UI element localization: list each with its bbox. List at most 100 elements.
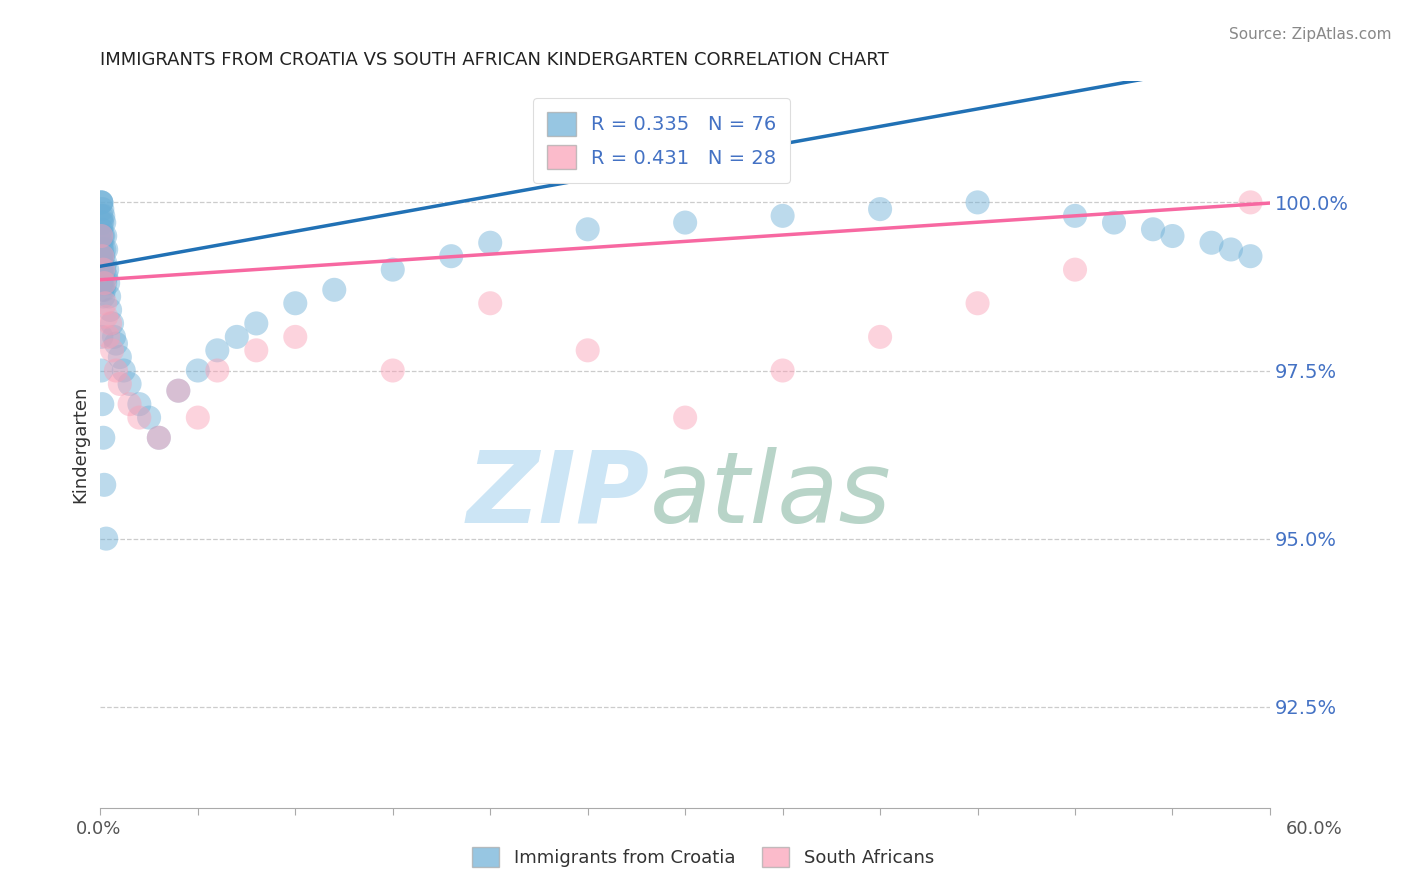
Point [1220, 243, 1243, 257]
Point [98, 317, 121, 331]
Point [118, 376, 141, 391]
Point [104, 363, 127, 377]
Point [94, 296, 117, 310]
Point [128, 410, 150, 425]
Point [90, 235, 112, 250]
Point [90, 216, 112, 230]
Point [94, 229, 117, 244]
Point [91, 269, 114, 284]
Point [966, 195, 988, 210]
Point [772, 209, 794, 223]
Point [245, 343, 267, 358]
Point [207, 363, 229, 377]
Point [167, 384, 190, 398]
Point [93, 216, 115, 230]
Point [91, 249, 114, 263]
Point [167, 384, 190, 398]
Point [966, 296, 988, 310]
Text: 60.0%: 60.0% [1286, 820, 1343, 838]
Text: atlas: atlas [650, 447, 891, 544]
Point [381, 262, 404, 277]
Y-axis label: Kindergarten: Kindergarten [72, 386, 89, 503]
Point [869, 202, 891, 216]
Point [91, 202, 114, 216]
Point [869, 330, 891, 344]
Point [93, 283, 115, 297]
Legend: Immigrants from Croatia, South Africans: Immigrants from Croatia, South Africans [465, 839, 941, 874]
Point [91, 262, 114, 277]
Point [90, 276, 112, 290]
Point [673, 216, 696, 230]
Point [148, 431, 170, 445]
Point [479, 296, 502, 310]
Point [96, 310, 118, 324]
Point [96, 243, 118, 257]
Text: Source: ZipAtlas.com: Source: ZipAtlas.com [1229, 27, 1392, 42]
Point [93, 478, 115, 492]
Point [96, 269, 118, 284]
Point [90, 229, 112, 244]
Point [323, 283, 346, 297]
Point [118, 397, 141, 411]
Point [97, 276, 120, 290]
Point [1239, 249, 1261, 263]
Point [148, 431, 170, 445]
Point [479, 235, 502, 250]
Point [101, 343, 124, 358]
Point [91, 269, 114, 284]
Text: 0.0%: 0.0% [76, 820, 121, 838]
Point [90, 269, 112, 284]
Point [1064, 262, 1087, 277]
Point [90, 209, 112, 223]
Point [1201, 235, 1223, 250]
Point [381, 363, 404, 377]
Point [91, 249, 114, 263]
Point [90, 262, 112, 277]
Point [97, 330, 120, 344]
Point [103, 330, 125, 344]
Point [91, 216, 114, 230]
Point [91, 209, 114, 223]
Point [91, 229, 114, 244]
Point [90, 229, 112, 244]
Text: IMMIGRANTS FROM CROATIA VS SOUTH AFRICAN KINDERGARTEN CORRELATION CHART: IMMIGRANTS FROM CROATIA VS SOUTH AFRICAN… [100, 51, 889, 69]
Point [284, 296, 307, 310]
Point [90, 256, 112, 270]
Point [96, 532, 118, 546]
Point [440, 249, 463, 263]
Point [96, 262, 118, 277]
Point [90, 330, 112, 344]
Point [108, 376, 131, 391]
Point [94, 256, 117, 270]
Point [94, 276, 117, 290]
Text: ZIP: ZIP [467, 447, 650, 544]
Point [90, 249, 112, 263]
Point [93, 276, 115, 290]
Legend: R = 0.335   N = 76, R = 0.431   N = 28: R = 0.335 N = 76, R = 0.431 N = 28 [533, 98, 790, 183]
Point [90, 195, 112, 210]
Point [576, 222, 599, 236]
Point [90, 222, 112, 236]
Point [90, 243, 112, 257]
Point [104, 336, 127, 351]
Point [112, 363, 135, 377]
Point [91, 256, 114, 270]
Point [284, 330, 307, 344]
Point [138, 410, 160, 425]
Point [90, 195, 112, 210]
Point [90, 195, 112, 210]
Point [187, 363, 209, 377]
Point [91, 431, 114, 445]
Point [245, 317, 267, 331]
Point [93, 243, 115, 257]
Point [108, 350, 131, 364]
Point [1161, 229, 1184, 244]
Point [128, 397, 150, 411]
Point [101, 317, 124, 331]
Point [1142, 222, 1164, 236]
Point [93, 262, 115, 277]
Point [91, 243, 114, 257]
Point [225, 330, 247, 344]
Point [98, 303, 121, 318]
Point [91, 397, 114, 411]
